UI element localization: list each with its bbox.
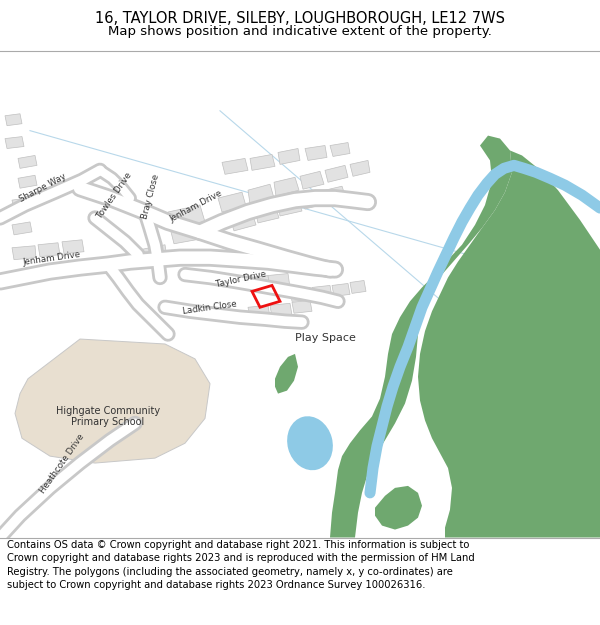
Polygon shape — [330, 142, 350, 156]
Text: Towles Drive: Towles Drive — [95, 171, 133, 220]
Polygon shape — [62, 240, 84, 254]
Polygon shape — [255, 205, 279, 223]
Polygon shape — [170, 222, 207, 244]
Polygon shape — [250, 154, 275, 171]
Polygon shape — [302, 191, 324, 209]
Polygon shape — [350, 281, 366, 293]
Polygon shape — [350, 161, 370, 176]
Polygon shape — [218, 192, 246, 212]
Polygon shape — [248, 276, 270, 291]
Polygon shape — [270, 303, 292, 318]
Ellipse shape — [287, 416, 333, 470]
Polygon shape — [15, 339, 210, 463]
Text: Sharpe Way: Sharpe Way — [18, 172, 68, 204]
Text: Highgate Community
Primary School: Highgate Community Primary School — [56, 406, 160, 428]
Polygon shape — [278, 149, 300, 164]
Polygon shape — [332, 284, 350, 296]
Text: Jenham Drive: Jenham Drive — [22, 249, 81, 267]
Polygon shape — [18, 156, 37, 168]
Text: Contains OS data © Crown copyright and database right 2021. This information is : Contains OS data © Crown copyright and d… — [7, 540, 475, 590]
Polygon shape — [300, 171, 324, 189]
Polygon shape — [140, 245, 168, 268]
Polygon shape — [248, 305, 270, 319]
Polygon shape — [278, 198, 302, 216]
Polygon shape — [275, 354, 298, 394]
Text: Map shows position and indicative extent of the property.: Map shows position and indicative extent… — [108, 26, 492, 39]
Polygon shape — [38, 242, 60, 257]
Polygon shape — [5, 137, 24, 149]
Polygon shape — [312, 286, 332, 299]
Text: 16, TAYLOR DRIVE, SILEBY, LOUGHBOROUGH, LE12 7WS: 16, TAYLOR DRIVE, SILEBY, LOUGHBOROUGH, … — [95, 11, 505, 26]
Text: Heathcote Drive: Heathcote Drive — [38, 432, 86, 495]
Polygon shape — [292, 301, 312, 313]
Polygon shape — [274, 177, 299, 196]
Polygon shape — [290, 288, 312, 301]
Text: Bray Close: Bray Close — [140, 173, 161, 220]
Text: Taylor Drive: Taylor Drive — [215, 270, 267, 289]
Polygon shape — [12, 198, 30, 210]
Polygon shape — [168, 205, 205, 228]
Polygon shape — [222, 158, 248, 174]
Text: Jenham Drive: Jenham Drive — [168, 189, 224, 224]
Polygon shape — [5, 114, 22, 126]
Polygon shape — [268, 274, 290, 289]
Polygon shape — [12, 246, 36, 259]
Polygon shape — [12, 222, 32, 235]
Polygon shape — [375, 486, 422, 529]
Text: Play Space: Play Space — [295, 333, 356, 343]
Polygon shape — [230, 212, 256, 231]
Polygon shape — [325, 166, 348, 182]
Polygon shape — [248, 184, 274, 204]
Polygon shape — [330, 136, 512, 538]
Polygon shape — [305, 146, 327, 161]
Text: Ladkin Close: Ladkin Close — [182, 300, 238, 316]
Polygon shape — [418, 151, 600, 538]
Polygon shape — [325, 186, 346, 203]
Polygon shape — [18, 175, 37, 188]
